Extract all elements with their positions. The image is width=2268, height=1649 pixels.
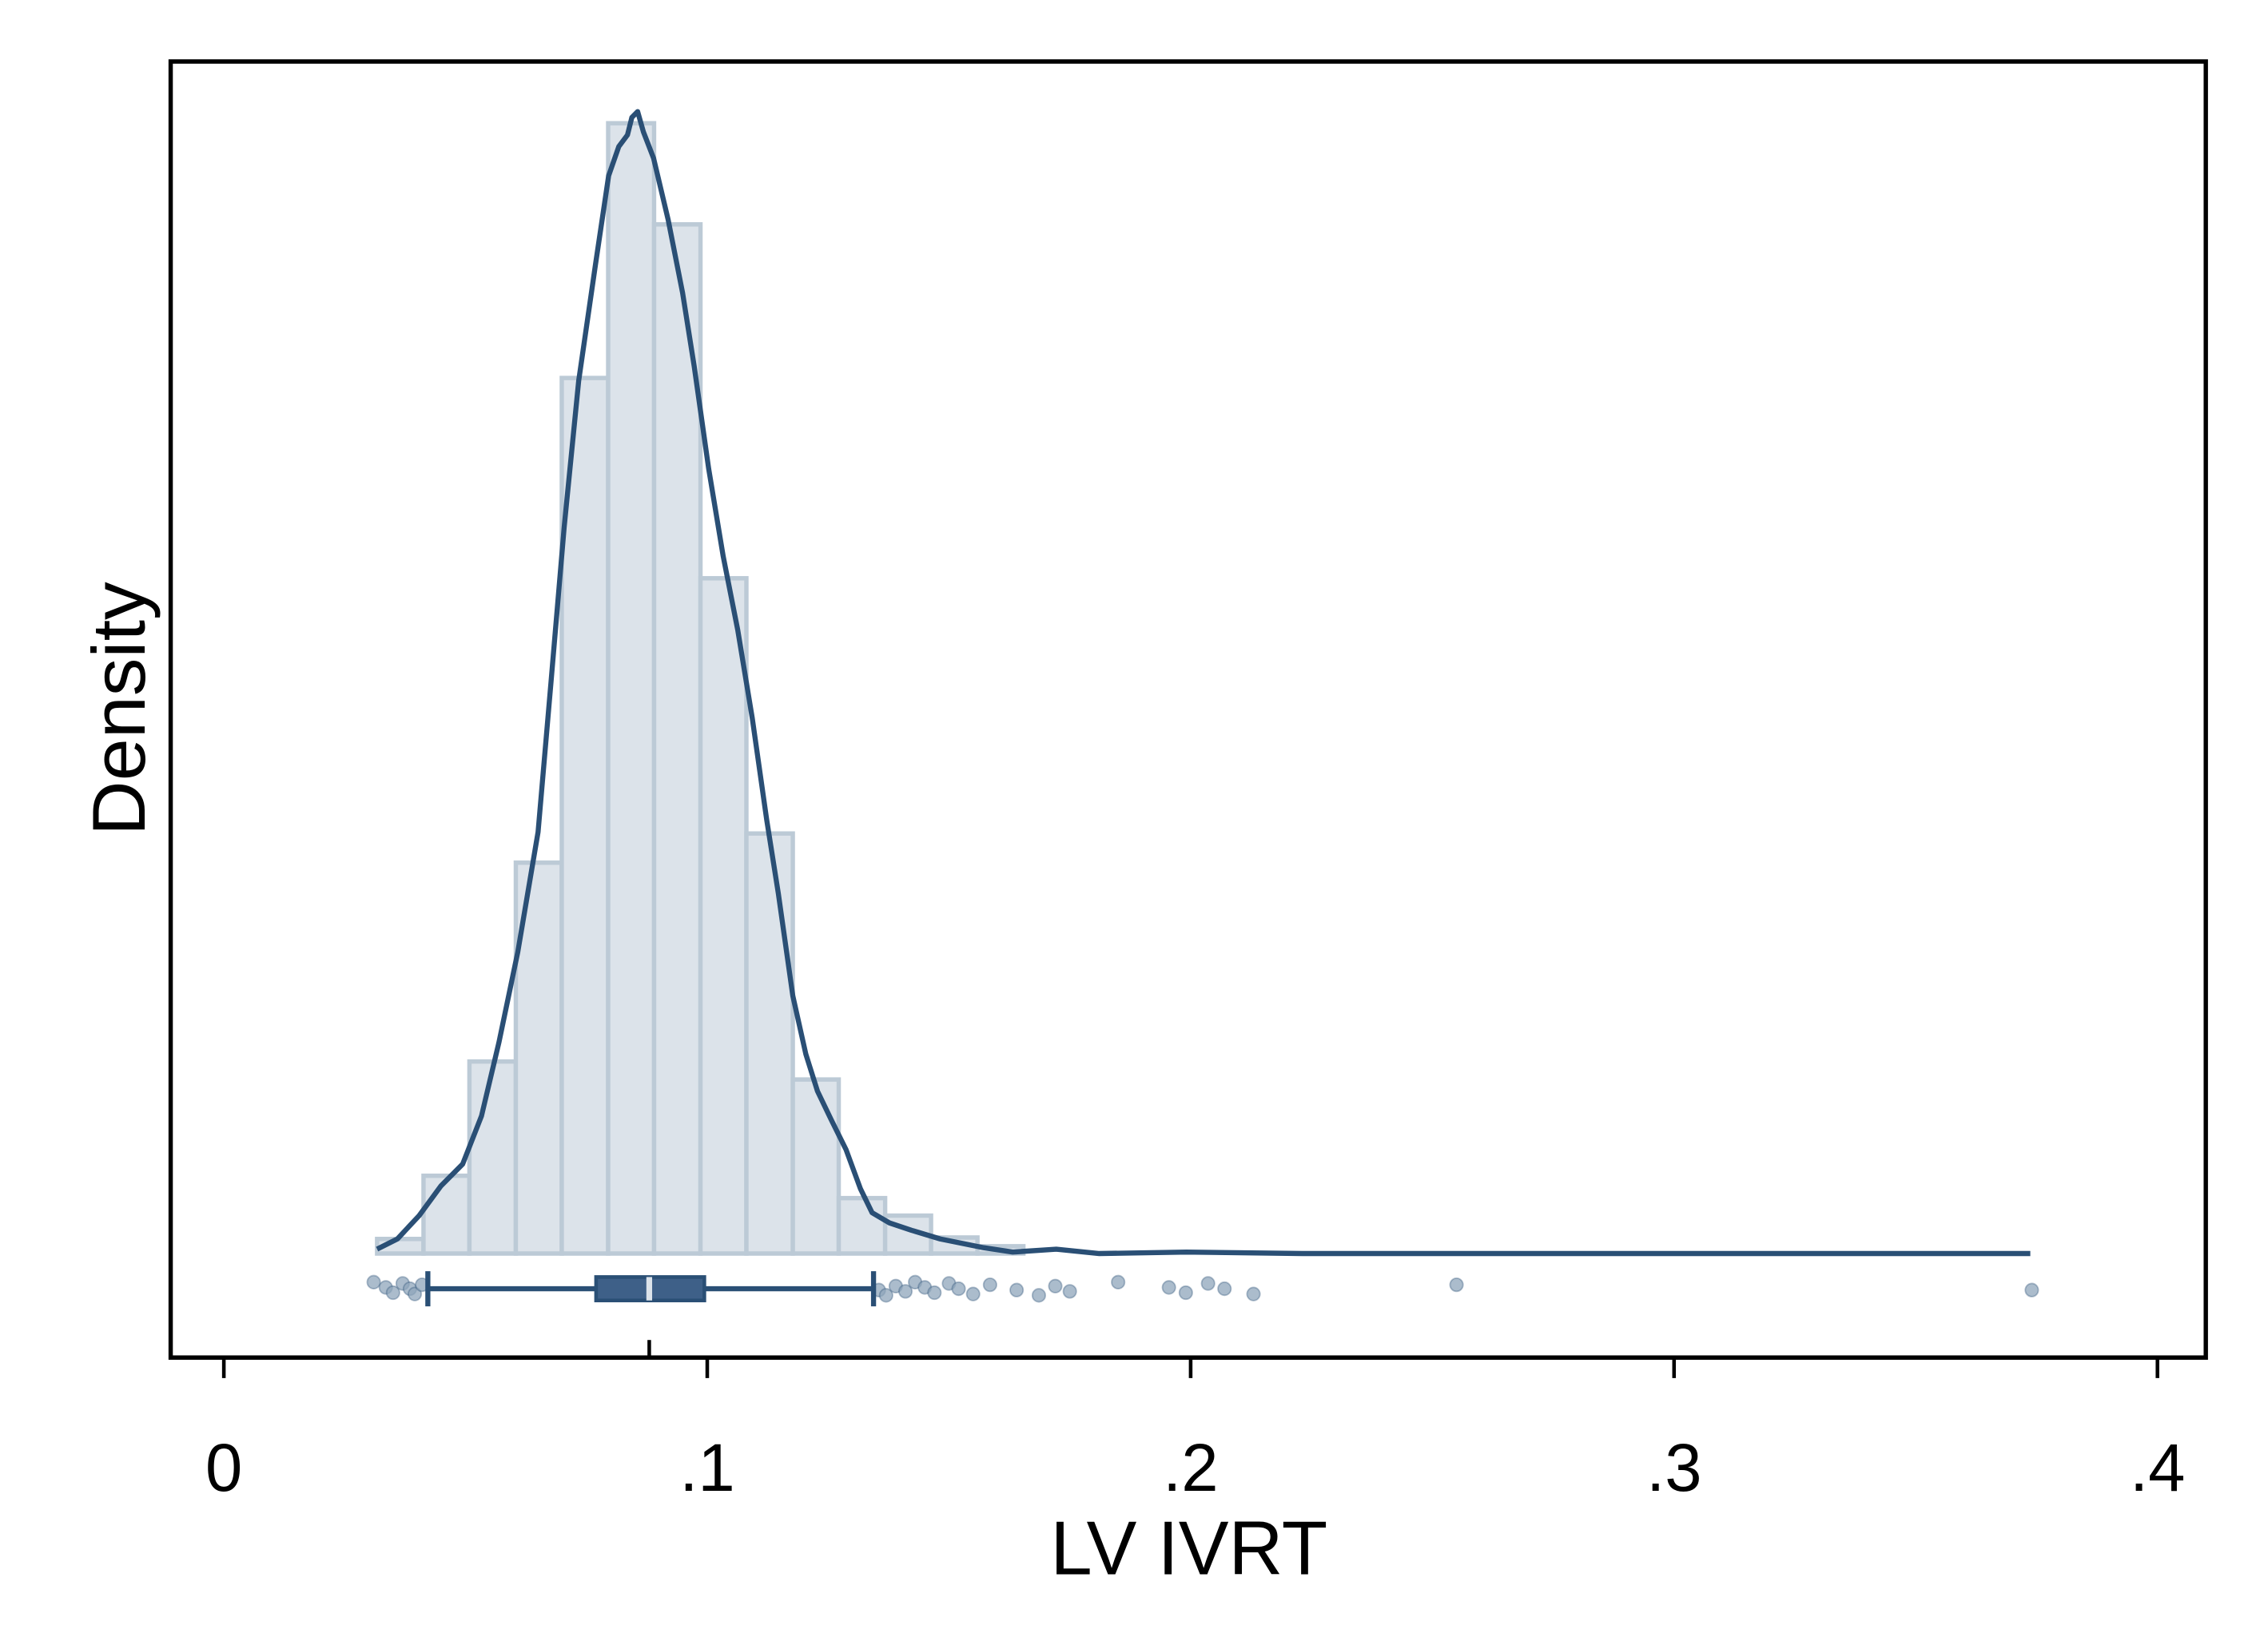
outlier-point — [1178, 1285, 1193, 1301]
x-tick-label: .1 — [679, 1430, 734, 1506]
x-tick-label: 0 — [205, 1430, 242, 1506]
outlier-point — [1031, 1288, 1047, 1303]
outlier-point — [407, 1286, 423, 1301]
histogram-bar — [606, 121, 657, 1256]
outlier-point — [1217, 1281, 1232, 1297]
outlier-point — [897, 1284, 913, 1299]
outlier-point — [1200, 1276, 1216, 1291]
histogram-bar — [836, 1195, 888, 1256]
histogram-bar — [744, 831, 795, 1256]
x-tick-label: .3 — [1646, 1430, 1701, 1506]
density-curve — [376, 109, 2031, 1257]
histogram-bar — [421, 1173, 472, 1256]
outlier-point — [951, 1281, 966, 1297]
x-tick-label: .4 — [2130, 1430, 2185, 1506]
x-tick-label: .2 — [1163, 1430, 1218, 1506]
outlier-point — [1246, 1286, 1261, 1301]
outlier-point — [965, 1286, 981, 1301]
x-axis-label: LV IVRT — [1050, 1506, 1327, 1591]
outlier-point — [878, 1288, 893, 1303]
outlier-point — [385, 1285, 400, 1301]
outlier-point — [1009, 1282, 1025, 1297]
histogram-bar — [790, 1077, 842, 1256]
outlier-point — [1449, 1277, 1464, 1293]
outlier-point — [927, 1285, 942, 1301]
histogram-bar — [467, 1059, 519, 1256]
outlier-point — [982, 1277, 997, 1293]
histogram-bar — [651, 222, 703, 1256]
outlier-point — [1111, 1274, 1126, 1289]
y-axis-label: Density — [78, 582, 161, 836]
outlier-point — [2024, 1282, 2039, 1297]
histogram-bar — [559, 375, 611, 1256]
plot-frame — [168, 59, 2208, 1360]
outlier-point — [1048, 1278, 1063, 1293]
outlier-point — [1062, 1284, 1077, 1299]
histogram-bar — [698, 576, 749, 1256]
outlier-point — [366, 1274, 381, 1289]
outlier-point — [1161, 1280, 1176, 1295]
plot-area — [366, 109, 2039, 1358]
